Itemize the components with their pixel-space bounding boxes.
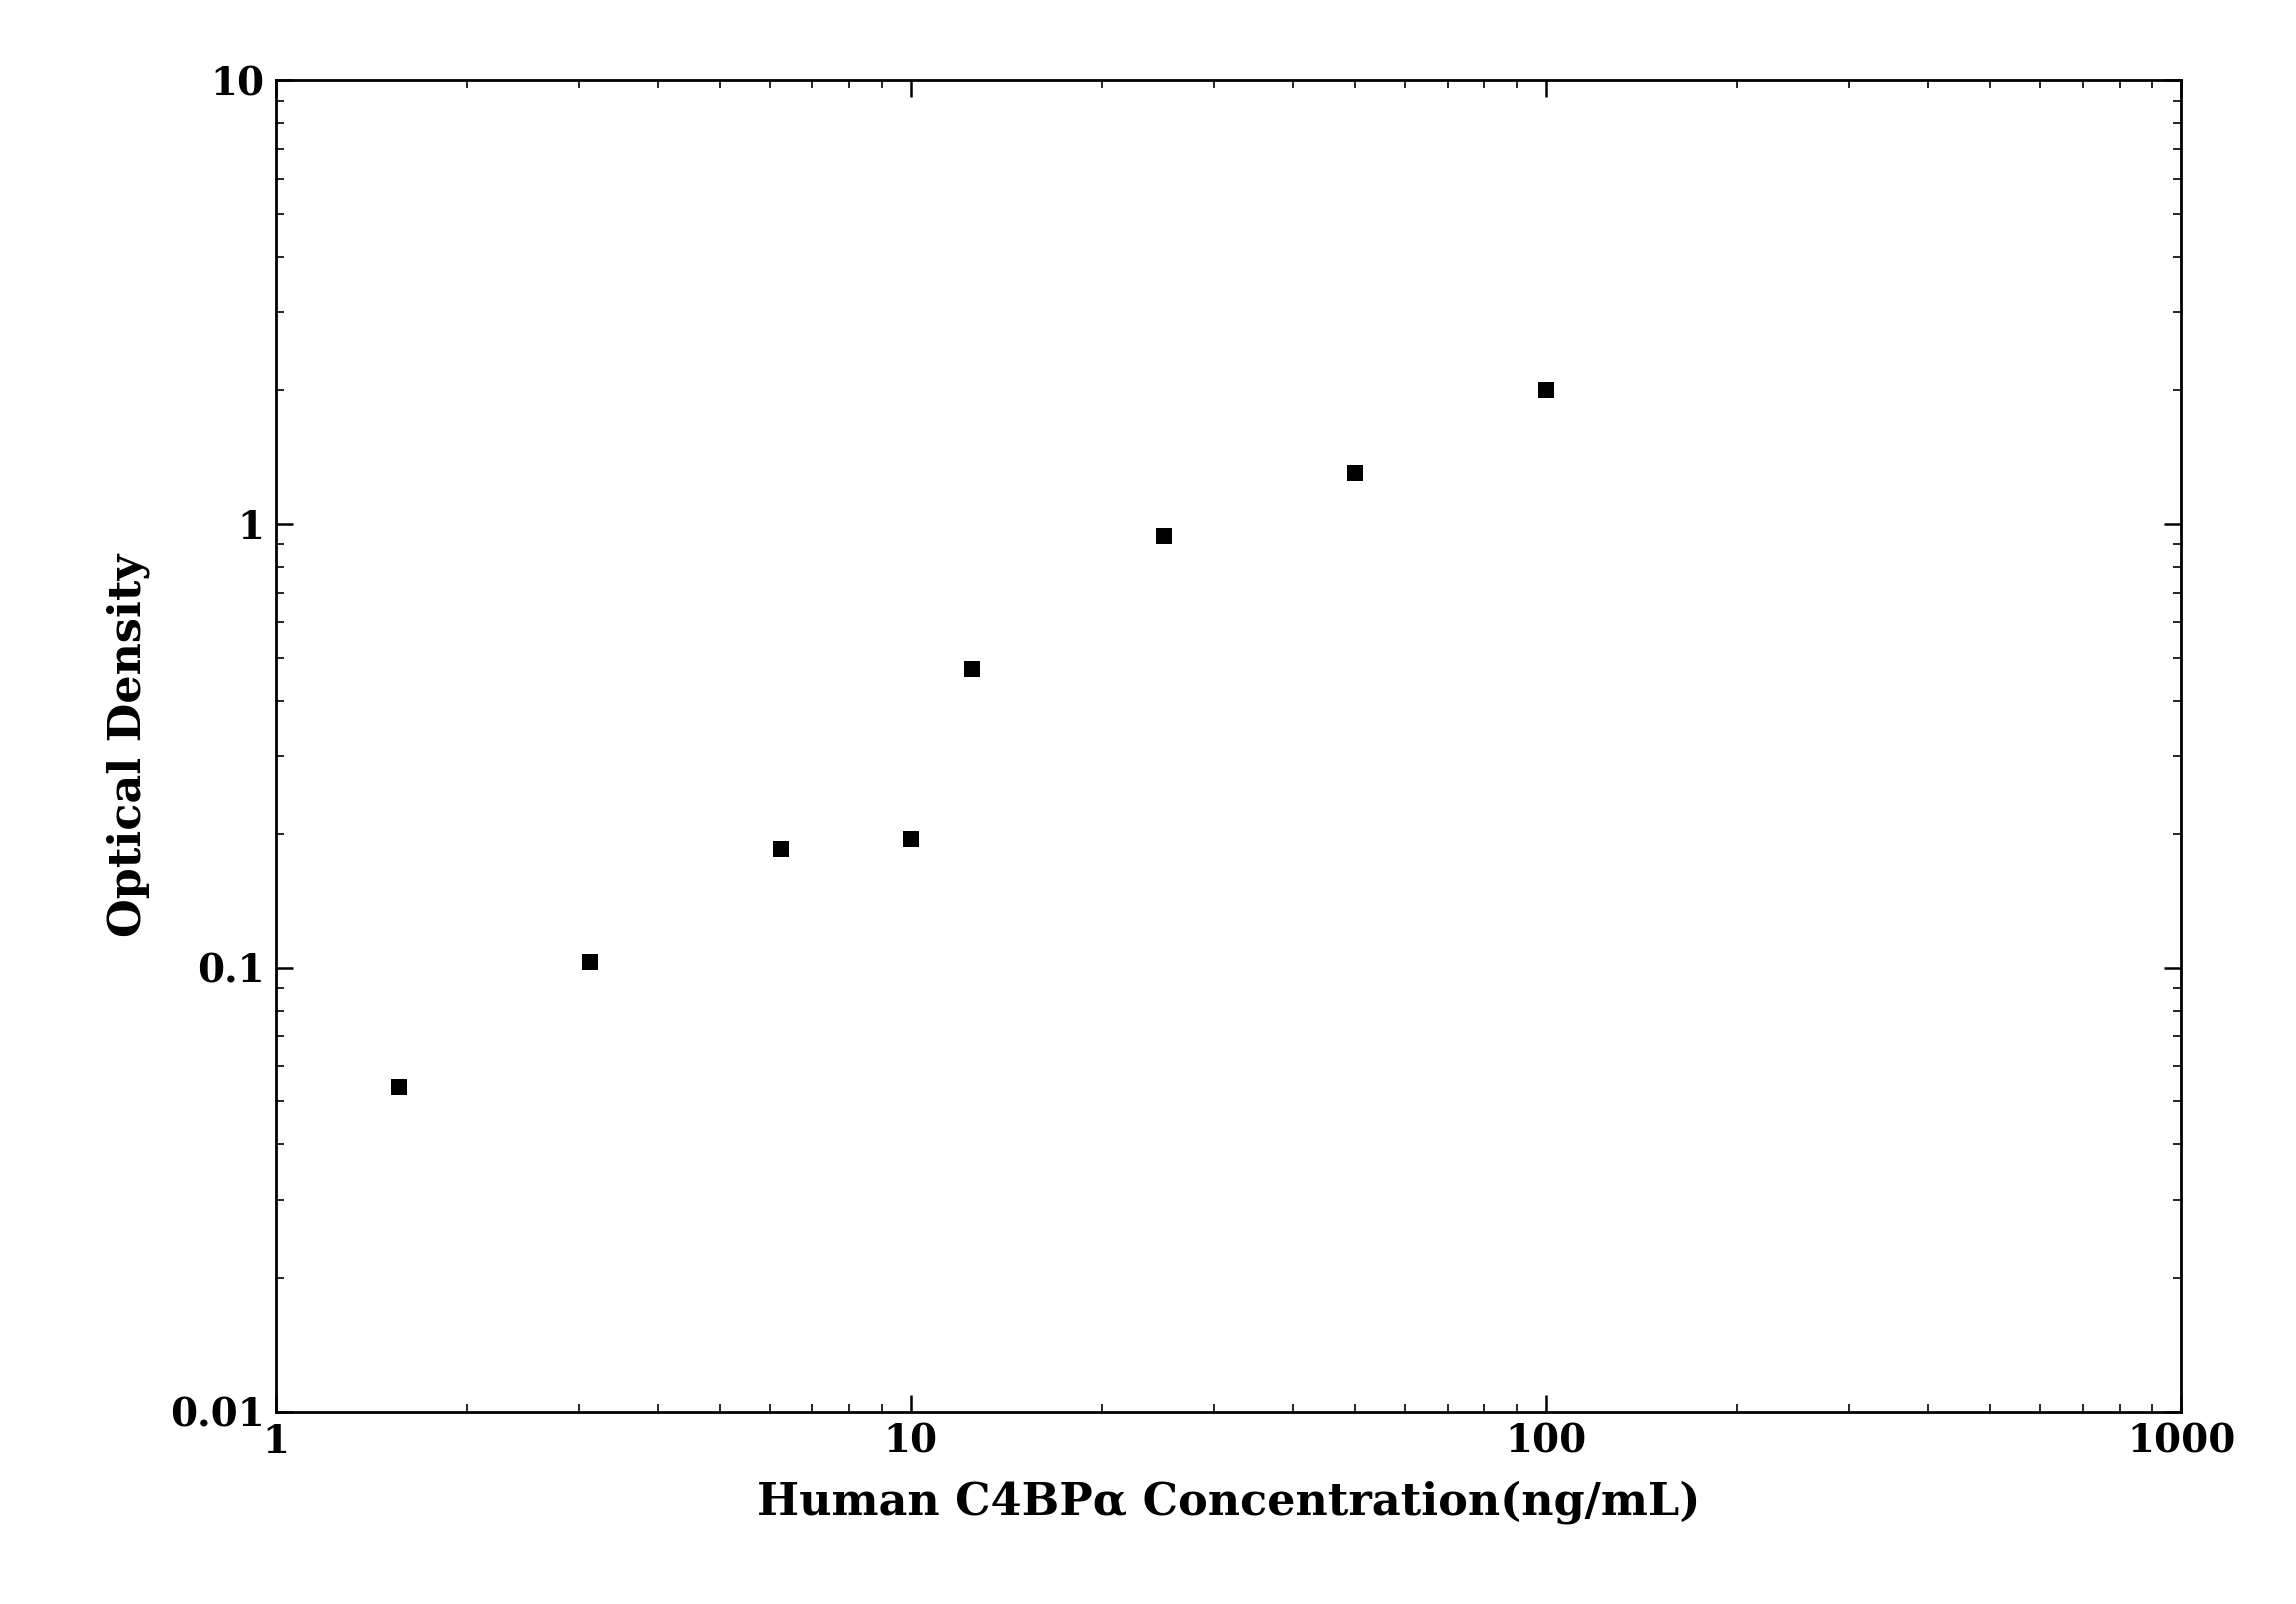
Point: [953, 656, 990, 682]
Point: [1336, 460, 1373, 486]
Point: [762, 836, 799, 861]
Point: [1527, 377, 1564, 403]
Point: [572, 950, 608, 975]
Point: [1146, 523, 1182, 549]
Point: [893, 826, 930, 852]
Y-axis label: Optical Density: Optical Density: [106, 555, 149, 937]
X-axis label: Human C4BPα Concentration(ng/mL): Human C4BPα Concentration(ng/mL): [758, 1480, 1699, 1524]
Point: [381, 1073, 418, 1099]
